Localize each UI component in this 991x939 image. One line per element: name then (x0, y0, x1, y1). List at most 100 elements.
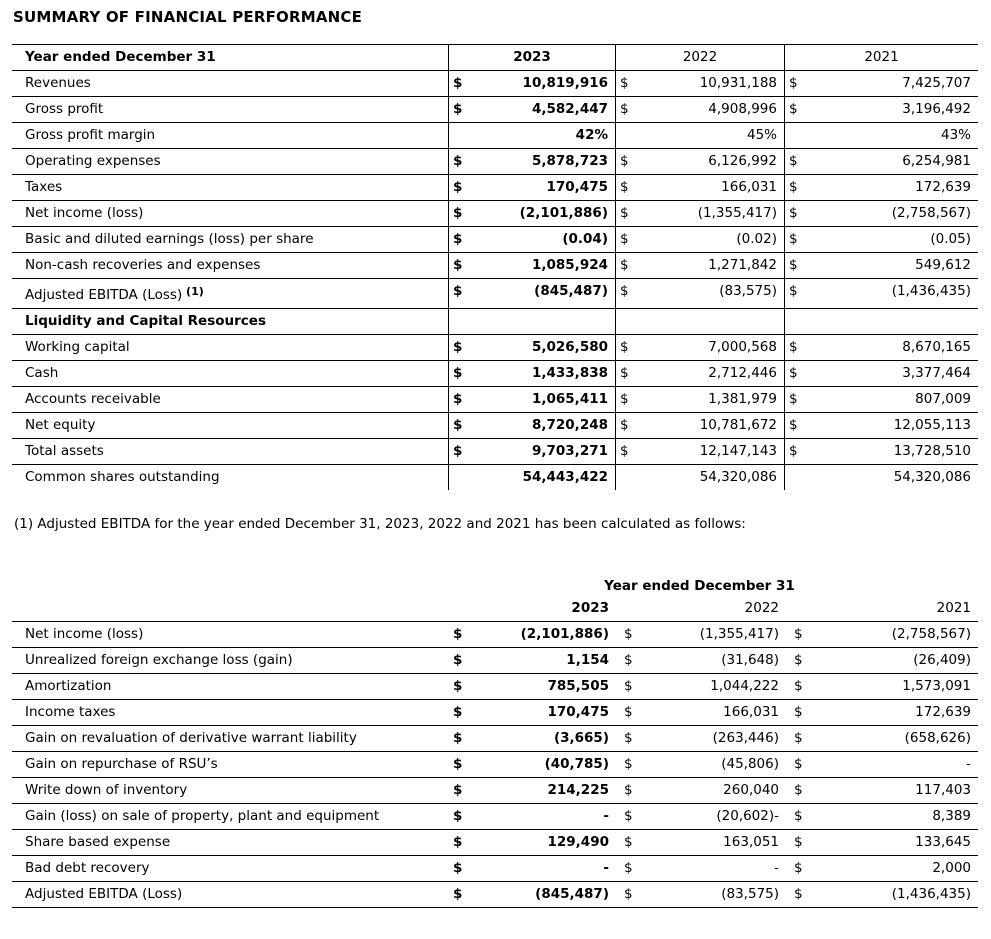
value-cell: $ (26,409) (786, 648, 978, 673)
year-column-header-2023: 2023 (571, 600, 609, 616)
cell-value: (83,575) (719, 283, 777, 299)
currency-symbol: $ (789, 101, 798, 117)
cell-value: (83,575) (721, 886, 779, 902)
currency-symbol: $ (453, 730, 463, 746)
value-cell: $1,085,924 (448, 253, 615, 278)
value-cell: $ (2,101,886) (445, 622, 616, 647)
cell-value: 807,009 (915, 391, 971, 407)
cell-value: 172,639 (915, 704, 971, 720)
cell-value: (26,409) (913, 652, 971, 668)
value-cell (448, 309, 615, 334)
cell-value: - (603, 808, 609, 824)
cell-value: 1,085,924 (531, 257, 608, 273)
currency-symbol: $ (453, 443, 463, 459)
value-cell: $10,781,672 (615, 413, 784, 438)
value-cell: $ (658,626) (786, 726, 978, 751)
currency-symbol: $ (794, 782, 803, 798)
currency-symbol: $ (620, 231, 629, 247)
currency-symbol: $ (620, 153, 629, 169)
table-row: Adjusted EBITDA (Loss) $ (845,487) $ (83,575… (12, 882, 978, 908)
table-row: Net equity $8,720,248 $10,781,672 $12,055,1… (12, 412, 978, 438)
currency-symbol: $ (453, 75, 463, 91)
table-row: Basic and diluted earnings (loss) per sh… (12, 226, 978, 252)
table-row: Income taxes $170,475 $166,031 $172,639 (12, 700, 978, 726)
currency-symbol: $ (453, 860, 463, 876)
currency-symbol: $ (794, 678, 803, 694)
cell-value: 42% (575, 127, 608, 143)
cell-value: - (774, 860, 779, 876)
currency-symbol: $ (620, 443, 629, 459)
table-row: Working capital $5,026,580 $7,000,568 $8,67… (12, 334, 978, 360)
currency-symbol: $ (620, 391, 629, 407)
row-label: Adjusted EBITDA (Loss) (1) (25, 285, 204, 303)
currency-symbol: $ (453, 391, 463, 407)
cell-value: 10,819,916 (522, 75, 608, 91)
value-cell: $3,377,464 (784, 361, 978, 386)
year-column-header-2022: 2022 (744, 600, 779, 616)
value-cell: $7,000,568 (615, 335, 784, 360)
currency-symbol: $ (620, 339, 629, 355)
cell-value: 166,031 (721, 179, 777, 195)
currency-symbol: $ (453, 205, 463, 221)
row-label: Gross profit margin (25, 127, 156, 143)
currency-symbol: $ (624, 678, 633, 694)
cell-value: - (603, 860, 609, 876)
cell-value: 7,425,707 (902, 75, 971, 91)
table-row: Gain (loss) on sale of property, plant a… (12, 804, 978, 830)
row-label: Operating expenses (25, 153, 161, 169)
currency-symbol: $ (789, 153, 798, 169)
currency-symbol: $ (624, 730, 633, 746)
cell-value: 170,475 (546, 179, 609, 195)
currency-symbol: $ (624, 860, 633, 876)
cell-value: (1,355,417) (699, 626, 779, 642)
year-column-header-2022: 2022 (615, 45, 784, 70)
cell-value: 54,443,422 (522, 469, 608, 485)
cell-value: 1,044,222 (710, 678, 779, 694)
cell-value: 5,026,580 (531, 339, 608, 355)
currency-symbol: $ (620, 417, 629, 433)
cell-value: 129,490 (547, 834, 610, 850)
ebitda-table-title: Year ended December 31 (604, 578, 795, 594)
summary-table: Year ended December 31 2023 2022 2021 Re… (12, 44, 978, 490)
currency-symbol: $ (453, 756, 463, 772)
row-label: Working capital (25, 339, 130, 355)
value-cell (784, 309, 978, 334)
currency-symbol: $ (794, 886, 803, 902)
cell-value: (40,785) (544, 756, 609, 772)
cell-value: 5,878,723 (531, 153, 608, 169)
table-row: Unrealized foreign exchange loss (gain) $… (12, 648, 978, 674)
cell-value: 10,781,672 (699, 417, 777, 433)
value-cell: $ (263,446) (616, 726, 786, 751)
cell-value: 1,065,411 (531, 391, 608, 407)
summary-table-header-label: Year ended December 31 (25, 49, 216, 65)
cell-value: 785,505 (547, 678, 610, 694)
currency-symbol: $ (789, 75, 798, 91)
value-cell: 42% (448, 123, 615, 148)
currency-symbol: $ (624, 834, 633, 850)
cell-value: (1,436,435) (891, 283, 971, 299)
currency-symbol: $ (453, 626, 463, 642)
row-label: Unrealized foreign exchange loss (gain) (25, 652, 293, 668)
value-cell: $133,645 (786, 830, 978, 855)
cell-value: (1,355,417) (697, 205, 777, 221)
cell-value: 13,728,510 (893, 443, 971, 459)
cell-value: - (966, 756, 971, 772)
table-row: Revenues $10,819,916 $10,931,188 $7,425,707 (12, 70, 978, 96)
table-row: Accounts receivable $1,065,411 $1,381,979 $… (12, 386, 978, 412)
currency-symbol: $ (789, 443, 798, 459)
cell-value: (0.02) (736, 231, 777, 247)
value-cell: $5,026,580 (448, 335, 615, 360)
row-label: Non-cash recoveries and expenses (25, 257, 261, 273)
currency-symbol: $ (453, 704, 463, 720)
value-cell: $ (0.02) (615, 227, 784, 252)
currency-symbol: $ (453, 283, 463, 299)
value-cell: $ (83,575) (616, 882, 786, 907)
value-cell: $ (845,487) (445, 882, 616, 907)
currency-symbol: $ (789, 417, 798, 433)
value-cell: $ (2,758,567) (786, 622, 978, 647)
value-cell: $260,040 (616, 778, 786, 803)
cell-value: 8,720,248 (531, 417, 608, 433)
cell-value: 54,320,086 (699, 469, 777, 485)
value-cell: $10,931,188 (615, 71, 784, 96)
currency-symbol: $ (789, 179, 798, 195)
